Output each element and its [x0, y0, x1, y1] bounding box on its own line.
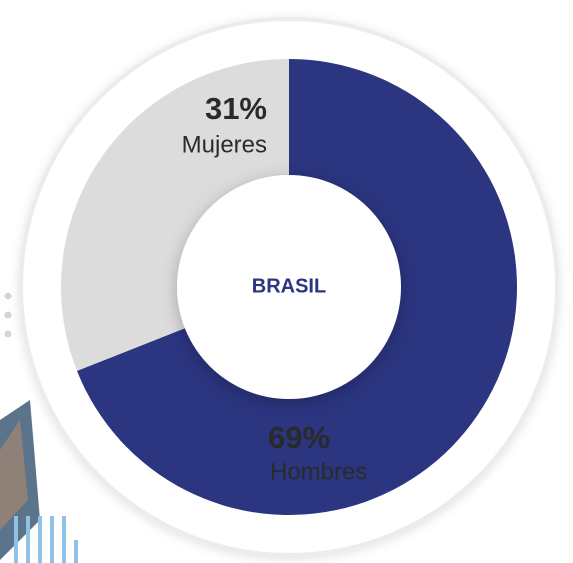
decoration: [0, 292, 78, 563]
center-label: BRASIL: [252, 275, 326, 297]
donut-hole: [177, 175, 401, 399]
category-label: Mujeres: [182, 131, 267, 158]
value-label: 31%: [205, 91, 267, 126]
category-label: Hombres: [270, 458, 367, 485]
value-label: 69%: [268, 420, 330, 455]
